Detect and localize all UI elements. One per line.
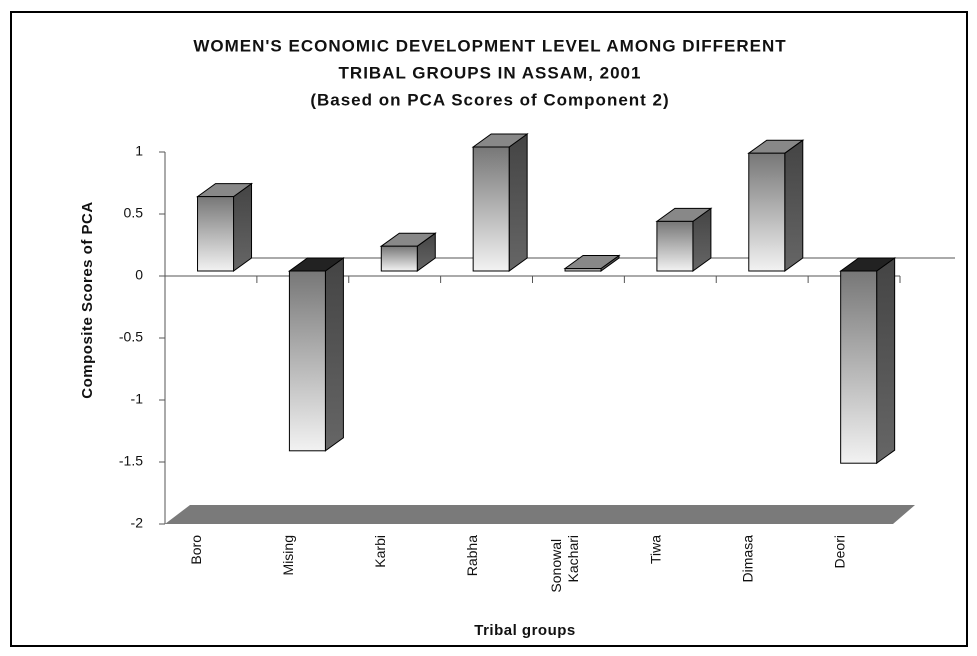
chart-title: WOMEN'S ECONOMIC DEVELOPMENT LEVEL AMONG… <box>193 36 786 55</box>
x-axis-title: Tribal groups <box>474 622 576 639</box>
bar-front <box>656 220 694 272</box>
chart-subtitle: (Based on PCA Scores of Component 2) <box>310 90 669 109</box>
x-tick-label: Sonowal Kachari <box>548 535 581 593</box>
x-tick-label: Karbi <box>372 535 388 568</box>
x-tick-label: Rabha <box>464 535 480 576</box>
chart-title: TRIBAL GROUPS IN ASSAM, 2001 <box>339 63 642 82</box>
bar-side <box>876 257 896 465</box>
y-tick-label: 0 <box>135 267 143 283</box>
y-axis-title: Composite Scores of PCA <box>79 201 96 398</box>
bar-side <box>324 257 344 452</box>
bar-front <box>288 270 326 452</box>
bar-front <box>380 245 418 272</box>
y-tick-label: -1 <box>131 391 144 407</box>
y-tick-label: 0.5 <box>124 205 144 221</box>
bar <box>195 182 254 272</box>
x-tick-label: Mising <box>280 535 296 575</box>
x-tick-label: Boro <box>188 535 204 565</box>
x-tick-label: Deori <box>831 535 847 568</box>
y-tick-label: -0.5 <box>119 329 143 345</box>
bar <box>747 139 805 272</box>
bar <box>379 232 437 272</box>
bar-front <box>197 196 235 272</box>
bar <box>287 257 345 452</box>
y-tick-label: 1 <box>135 143 143 159</box>
bar-side <box>233 182 253 272</box>
bar <box>839 257 897 465</box>
bar-side <box>508 133 528 272</box>
bar <box>655 207 713 272</box>
bar <box>563 254 621 272</box>
frame <box>10 11 968 647</box>
y-tick-label: -1.5 <box>119 453 143 469</box>
bar-front <box>472 146 510 272</box>
bar-front <box>564 268 602 272</box>
bar <box>471 133 529 272</box>
floor <box>165 505 915 524</box>
x-tick-label: Dimasa <box>739 535 755 583</box>
x-tick-label: Tiwa <box>648 535 664 564</box>
y-tick-label: -2 <box>131 515 144 531</box>
bar-side <box>784 139 804 272</box>
bar-front <box>748 152 786 272</box>
bar-front <box>840 270 878 464</box>
